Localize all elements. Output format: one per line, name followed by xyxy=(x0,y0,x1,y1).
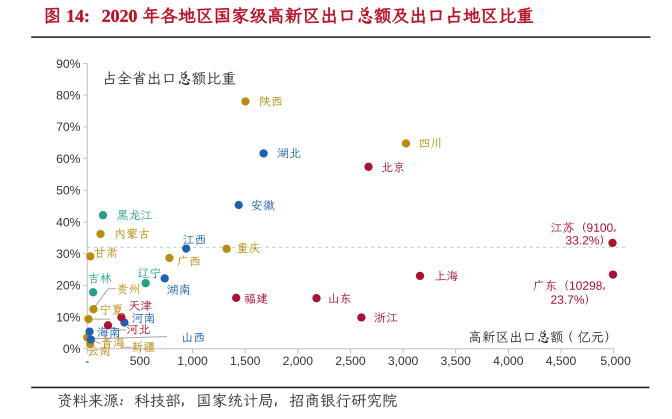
svg-text:20%: 20% xyxy=(56,279,81,293)
svg-text:3,500: 3,500 xyxy=(440,354,471,368)
svg-text:70%: 70% xyxy=(56,120,81,134)
svg-text:2,500: 2,500 xyxy=(335,354,366,368)
svg-text:4,000: 4,000 xyxy=(493,354,524,368)
svg-text:4,500: 4,500 xyxy=(546,354,577,368)
svg-text:2,000: 2,000 xyxy=(283,354,314,368)
svg-text:50%: 50% xyxy=(56,184,81,198)
svg-text:90%: 90% xyxy=(56,57,81,71)
svg-text:80%: 80% xyxy=(56,89,81,103)
svg-text:1,000: 1,000 xyxy=(177,354,208,368)
svg-text:10%: 10% xyxy=(56,310,81,324)
svg-text:500: 500 xyxy=(130,354,151,368)
svg-text:60%: 60% xyxy=(56,152,81,166)
svg-text:40%: 40% xyxy=(56,215,81,229)
svg-text:0%: 0% xyxy=(63,342,81,356)
svg-text:5,000: 5,000 xyxy=(600,354,631,368)
svg-text:-: - xyxy=(85,354,89,368)
svg-text:3,000: 3,000 xyxy=(388,354,419,368)
svg-text:30%: 30% xyxy=(56,247,81,261)
svg-text:1,500: 1,500 xyxy=(230,354,261,368)
